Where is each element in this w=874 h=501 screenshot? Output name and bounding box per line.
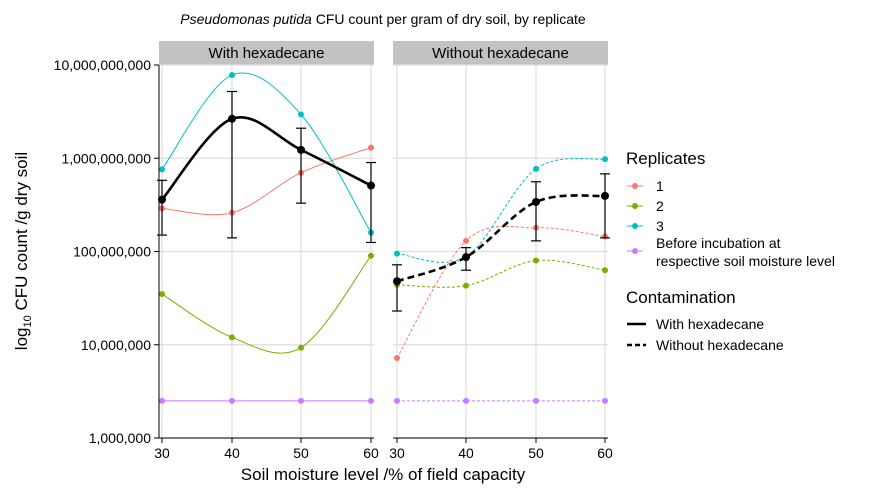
- series-point-before: [533, 397, 539, 404]
- mean-point: [367, 181, 375, 190]
- series-point-1: [368, 144, 374, 151]
- series-point-before: [298, 397, 304, 404]
- series-point-before: [463, 397, 469, 404]
- series-point-2: [368, 252, 374, 259]
- x-axis-label: Soil moisture level /% of field capacity: [241, 465, 526, 484]
- series-point-2: [298, 344, 304, 351]
- y-tick-label: 100,000,000: [73, 244, 151, 260]
- series-point-3: [533, 165, 539, 172]
- legend-label-1: 1: [656, 178, 664, 194]
- x-tick-label: 30: [154, 445, 170, 461]
- mean-point: [297, 145, 305, 154]
- facet-strip-label: Without hexadecane: [432, 45, 569, 62]
- x-tick-label: 60: [597, 445, 613, 461]
- legend-key-point-2: [632, 203, 638, 209]
- x-axis: 30 40 50 60 30 40 50 60: [154, 437, 613, 461]
- legend-label-contamination-solid: With hexadecane: [656, 316, 764, 332]
- mean-point: [228, 114, 236, 123]
- y-axis: 1,000,000 10,000,000 100,000,000 1,000,000,…: [54, 57, 160, 446]
- series-point-1: [394, 355, 400, 362]
- legend-label-3: 3: [656, 218, 664, 234]
- series-point-3: [602, 156, 608, 163]
- series-point-2: [602, 267, 608, 274]
- chart-title: Pseudomonas putida CFU count per gram of…: [180, 11, 586, 27]
- series-line-3: [396, 157, 606, 263]
- series-point-before: [159, 397, 165, 404]
- mean-point: [158, 195, 166, 204]
- y-axis-label: log10 CFU count /g dry soil: [12, 152, 34, 350]
- x-tick-label: 50: [293, 445, 309, 461]
- mean-point: [462, 253, 470, 262]
- chart-title-rest: CFU count per gram of dry soil, by repli…: [312, 11, 586, 27]
- mean-point: [393, 277, 401, 286]
- series-point-2: [159, 291, 165, 298]
- y-axis-label-log: log: [12, 328, 31, 351]
- legend-contamination-title: Contamination: [626, 288, 736, 307]
- legend-label-contamination-dashed: Without hexadecane: [656, 337, 784, 353]
- mean-line: [161, 116, 372, 201]
- x-tick-label: 30: [389, 445, 405, 461]
- y-tick-label: 1,000,000,000: [61, 150, 151, 166]
- series-point-3: [159, 166, 165, 173]
- legend-label-2: 2: [656, 198, 664, 214]
- legend-key-point-1: [632, 183, 638, 189]
- panel-without-hexadecane: Without hexadecane: [392, 41, 610, 439]
- series-line-1: [161, 147, 372, 216]
- facet-strip-label: With hexadecane: [209, 45, 325, 62]
- y-axis-label-base: 10: [22, 315, 34, 327]
- mean-point: [601, 191, 609, 200]
- series-point-2: [533, 257, 539, 264]
- series-point-3: [394, 250, 400, 257]
- facet-strip: [393, 41, 608, 65]
- series-point-before: [602, 397, 608, 404]
- series-point-3: [229, 72, 235, 79]
- y-tick-label: 10,000,000: [81, 337, 151, 353]
- series-point-before: [368, 397, 374, 404]
- series-point-before: [394, 397, 400, 404]
- facet-strip: [159, 41, 374, 65]
- x-tick-label: 40: [458, 445, 474, 461]
- x-tick-label: 40: [224, 445, 240, 461]
- mean-point: [532, 197, 540, 206]
- y-axis-label-rest: CFU count /g dry soil: [12, 152, 31, 315]
- facet-panels: With hexadecane Without hexadecane: [157, 41, 610, 439]
- series-line-2: [161, 255, 372, 354]
- series-line-3: [161, 72, 372, 233]
- legend-key-point-before: [632, 248, 638, 254]
- series-point-1: [463, 237, 469, 244]
- legend-key-point-3: [632, 223, 638, 229]
- legend-replicates-title: Replicates: [626, 149, 705, 168]
- series-point-3: [298, 111, 304, 118]
- series-line-2: [396, 259, 606, 288]
- panel-with-hexadecane: With hexadecane: [157, 41, 376, 439]
- chart-title-organism: Pseudomonas putida: [180, 11, 312, 27]
- series-point-before: [229, 397, 235, 404]
- x-tick-label: 50: [528, 445, 544, 461]
- y-tick-label: 10,000,000,000: [54, 57, 152, 73]
- y-tick-label: 1,000,000: [89, 430, 151, 446]
- series-point-2: [229, 334, 235, 341]
- legend-label-before-line2: respective soil moisture level: [656, 253, 835, 269]
- x-tick-label: 60: [363, 445, 379, 461]
- series-line-1: [396, 225, 606, 359]
- legend-label-before-line1: Before incubation at: [656, 235, 781, 251]
- mean-line: [396, 194, 606, 283]
- series-point-2: [463, 282, 469, 289]
